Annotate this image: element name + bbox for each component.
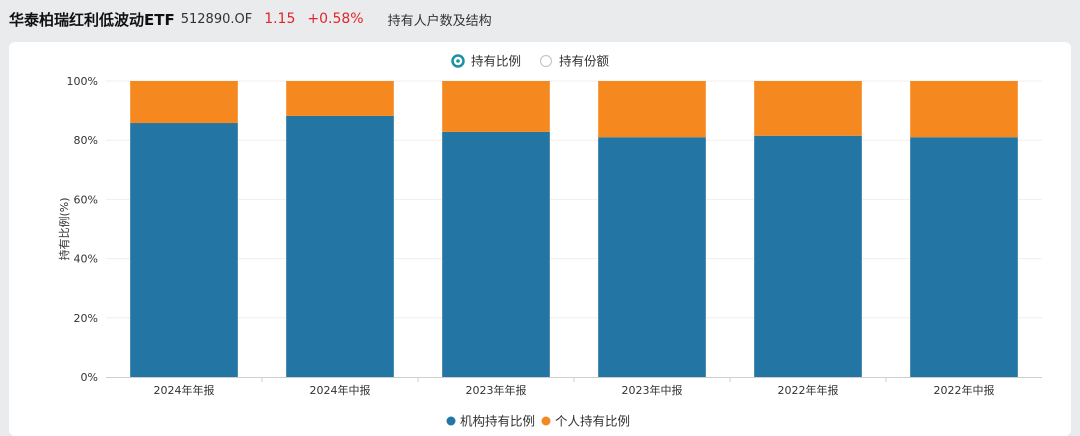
fund-code: 512890.OF [180,11,253,27]
holding-structure-chart: 持有比例 持有份额 0% 20% 40% 60% 80% 100% 持有比例(%) 2024年年报… [57,54,1042,429]
y-tick-label: 100% [67,75,98,88]
y-tick-label: 20% [74,312,98,325]
radio-shares-icon[interactable] [539,54,553,68]
y-axis-label: 持有比例(%) [57,197,71,260]
fund-price: 1.15 [264,11,296,27]
bar-institution-3[interactable] [598,137,706,377]
radio-selected-dot-icon [456,59,460,63]
legend-marker-institution[interactable] [446,416,456,426]
bar-institution-2[interactable] [442,131,550,377]
y-tick-label: 80% [74,134,98,147]
x-tick-label: 2024年年报 [154,383,215,397]
bar-individual-1[interactable] [286,81,394,116]
toggle-label-shares: 持有份额 [559,54,610,69]
bar-individual-4[interactable] [754,81,862,136]
section-title: 持有人户数及结构 [387,13,492,29]
bar-individual-2[interactable] [442,81,550,132]
bar-individual-5[interactable] [910,81,1018,138]
x-tick-label: 2022年年报 [778,383,839,397]
header-bar: 华泰柏瑞红利低波动ETF 512890.OF 1.15 +0.58% 持有人户数… [0,0,1080,38]
toggle-label-ratio: 持有比例 [471,54,521,69]
bar-institution-0[interactable] [130,123,238,377]
bar-institution-1[interactable] [286,115,394,377]
legend-marker-individual[interactable] [541,416,551,426]
chart-card: 持有比例 持有份额 0% 20% 40% 60% 80% 100% 持有比例(%) 2024年年报… [9,42,1071,436]
x-tick-label: 2024年中报 [310,383,371,397]
y-tick-label: 40% [74,253,98,266]
x-tick-label: 2023年年报 [466,383,527,397]
x-tick-label: 2022年中报 [934,383,995,397]
bar-institution-4[interactable] [754,135,862,377]
legend-label-institution: 机构持有比例 [460,414,535,429]
bar-institution-5[interactable] [910,137,1018,377]
y-tick-label: 0% [81,371,98,384]
bar-individual-3[interactable] [598,81,706,138]
y-tick-label: 60% [74,193,98,206]
fund-name: 华泰柏瑞红利低波动ETF [9,10,175,29]
bar-individual-0[interactable] [130,81,238,124]
legend-label-individual: 个人持有比例 [555,414,630,429]
x-tick-label: 2023年中报 [622,383,683,397]
price-change: +0.58% [307,11,364,27]
